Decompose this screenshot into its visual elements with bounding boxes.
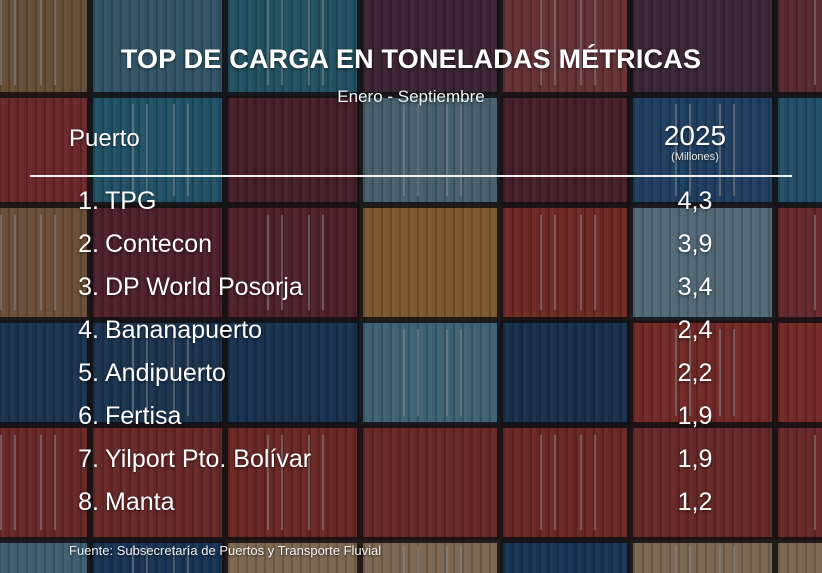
shipping-container — [225, 320, 360, 425]
shipping-container — [0, 540, 90, 573]
port-name: 6. Fertisa — [69, 402, 181, 431]
shipping-container — [90, 205, 225, 320]
shipping-container — [0, 0, 90, 95]
cargo-value: 4,3 — [677, 187, 713, 215]
port-name: 3. DP World Posorja — [69, 273, 303, 302]
port-name: 4. Bananapuerto — [69, 316, 262, 345]
shipping-container — [630, 205, 775, 320]
rank-number: 3. — [78, 273, 99, 301]
port-label: DP World Posorja — [105, 273, 303, 301]
shipping-container — [500, 205, 630, 320]
shipping-container — [225, 95, 360, 205]
rank-number: 8. — [78, 488, 99, 516]
shipping-container — [90, 540, 225, 573]
shipping-container — [630, 320, 775, 425]
shipping-container — [0, 425, 90, 540]
shipping-container — [630, 425, 775, 540]
shipping-container — [225, 425, 360, 540]
shipping-container — [225, 205, 360, 320]
shipping-container — [500, 425, 630, 540]
shipping-container — [500, 540, 630, 573]
shipping-container — [360, 0, 500, 95]
cargo-value: 2,2 — [677, 359, 713, 387]
port-label: TPG — [105, 187, 157, 215]
shipping-container — [225, 540, 360, 573]
shipping-container — [775, 425, 822, 540]
column-header-year: 2025 (Millones) — [640, 120, 750, 164]
shipping-container — [225, 0, 360, 95]
port-name: 7. Yilport Pto. Bolívar — [69, 445, 311, 474]
cargo-value: 2,4 — [677, 316, 713, 344]
table-row: 5. Andipuerto 2,2 — [0, 357, 822, 400]
port-name: 1. TPG — [69, 187, 156, 216]
port-label: Contecon — [105, 230, 213, 258]
port-label: Fertisa — [105, 402, 182, 430]
table-row: 8. Manta 1,2 — [0, 486, 822, 529]
port-label: Manta — [105, 488, 175, 516]
shipping-container — [90, 95, 225, 205]
shipping-container — [0, 95, 90, 205]
shipping-container — [775, 320, 822, 425]
rank-number: 5. — [78, 359, 99, 387]
shipping-container — [630, 0, 775, 95]
rank-number: 7. — [78, 445, 99, 473]
shipping-container — [775, 205, 822, 320]
table-row: 2. Contecon 3,9 — [0, 228, 822, 271]
rank-number: 4. — [78, 316, 99, 344]
shipping-container — [90, 425, 225, 540]
cargo-value: 1,2 — [677, 488, 713, 516]
shipping-container — [500, 95, 630, 205]
shipping-container — [90, 0, 225, 95]
shipping-container — [775, 540, 822, 573]
column-header-port: Puerto — [69, 125, 140, 152]
rank-number: 1. — [78, 187, 99, 215]
rank-number: 2. — [78, 230, 99, 258]
header-divider — [30, 175, 792, 177]
port-name: 2. Contecon — [69, 230, 212, 259]
shipping-container — [500, 0, 630, 95]
rank-number: 6. — [78, 402, 99, 430]
shipping-container — [360, 205, 500, 320]
period-subtitle: Enero - Septiembre — [337, 87, 485, 106]
port-name: 5. Andipuerto — [69, 359, 226, 388]
shipping-container — [630, 540, 775, 573]
port-label: Andipuerto — [105, 359, 226, 387]
shipping-container — [775, 0, 822, 95]
port-label: Bananapuerto — [105, 316, 263, 344]
cargo-value: 3,4 — [677, 273, 713, 301]
cargo-value: 1,9 — [677, 402, 713, 430]
table-row: 7. Yilport Pto. Bolívar 1,9 — [0, 443, 822, 486]
shipping-container — [360, 425, 500, 540]
shipping-container — [0, 320, 90, 425]
shipping-container — [360, 540, 500, 573]
cargo-value: 1,9 — [677, 445, 713, 473]
shipping-container — [360, 95, 500, 205]
year-label: 2025 — [663, 120, 727, 151]
shipping-container — [90, 320, 225, 425]
shipping-container — [0, 205, 90, 320]
table-row: 1. TPG 4,3 — [0, 185, 822, 228]
page-title: TOP DE CARGA EN TONELADAS MÉTRICAS — [120, 44, 702, 74]
port-name: 8. Manta — [69, 488, 174, 517]
shipping-container — [775, 95, 822, 205]
table-row: 3. DP World Posorja 3,4 — [0, 271, 822, 314]
shipping-container — [630, 95, 775, 205]
unit-label: (Millones) — [671, 151, 719, 163]
source-note: Fuente: Subsecretaría de Puertos y Trans… — [69, 543, 382, 558]
port-label: Yilport Pto. Bolívar — [105, 445, 312, 473]
shipping-container — [360, 320, 500, 425]
shipping-container — [500, 320, 630, 425]
table-row: 6. Fertisa 1,9 — [0, 400, 822, 443]
table-row: 4. Bananapuerto 2,4 — [0, 314, 822, 357]
cargo-value: 3,9 — [677, 230, 713, 258]
